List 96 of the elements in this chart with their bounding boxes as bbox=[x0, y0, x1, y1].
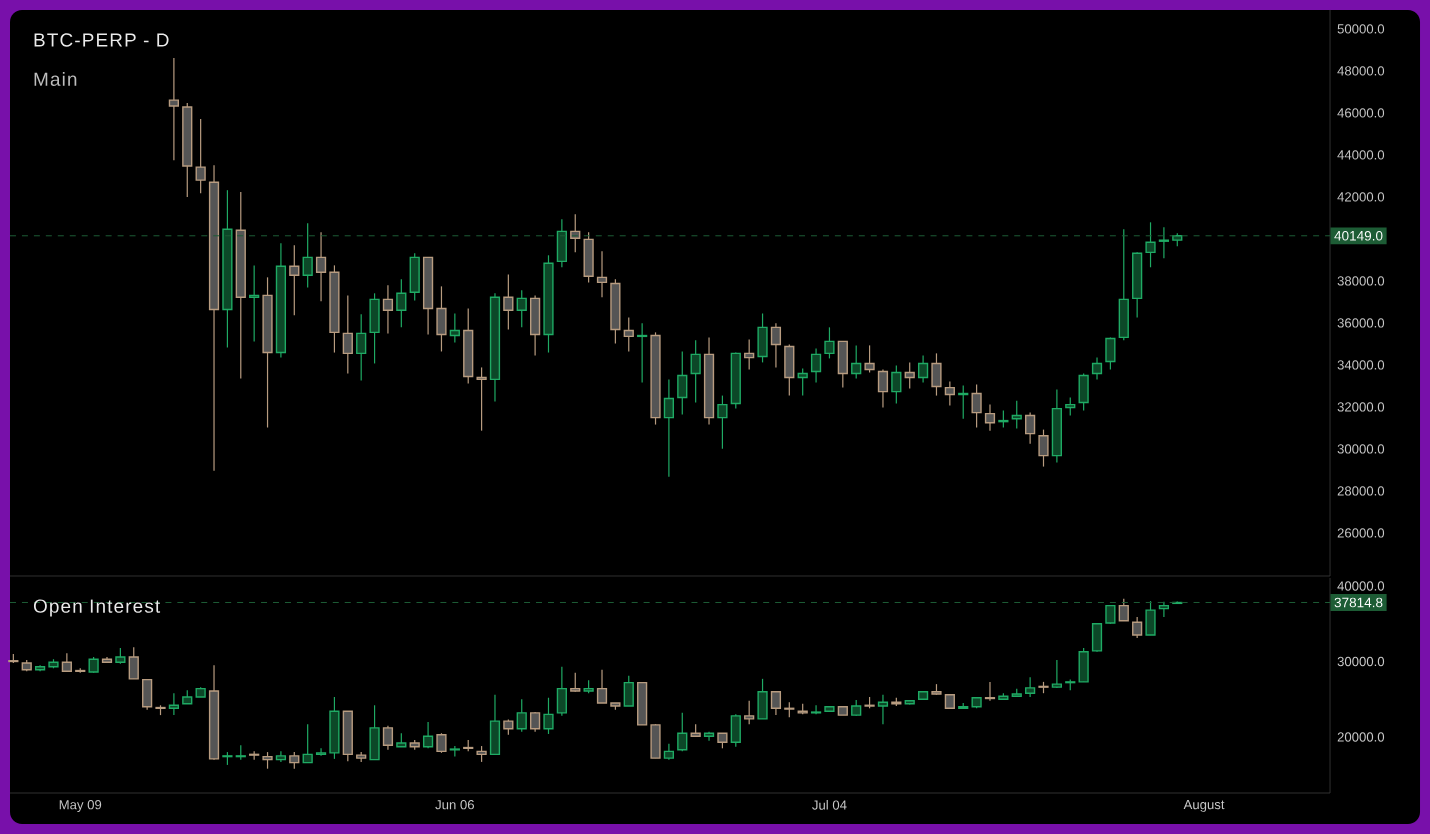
candlestick bbox=[971, 383, 982, 429]
candlestick bbox=[677, 350, 688, 416]
candlestick bbox=[1158, 601, 1170, 618]
y-tick-label: 36000.0 bbox=[1337, 318, 1385, 328]
y-tick-label: 38000.0 bbox=[1337, 276, 1385, 286]
candlestick bbox=[596, 669, 608, 704]
candlestick bbox=[877, 694, 889, 725]
candlestick bbox=[810, 704, 822, 715]
candlestick bbox=[864, 344, 875, 374]
y-tick-label: 32000.0 bbox=[1337, 402, 1385, 412]
y-tick-label: 40000.0 bbox=[1337, 581, 1385, 591]
candlestick bbox=[810, 347, 822, 384]
candlestick bbox=[356, 313, 367, 382]
candlestick bbox=[1118, 598, 1129, 622]
x-tick-label: August bbox=[1183, 800, 1225, 812]
candlestick bbox=[1105, 336, 1116, 371]
candlestick bbox=[891, 364, 902, 405]
candlestick bbox=[797, 367, 808, 397]
candlestick bbox=[382, 725, 394, 751]
candlestick bbox=[436, 732, 447, 754]
candlestick bbox=[315, 747, 327, 757]
candlestick bbox=[570, 672, 581, 693]
candlestick bbox=[596, 250, 608, 298]
candlestick bbox=[1158, 226, 1170, 259]
candlestick bbox=[195, 118, 206, 194]
y-tick-label: 26000.0 bbox=[1337, 528, 1385, 538]
candlestick bbox=[717, 394, 728, 450]
candlestick bbox=[1132, 616, 1143, 639]
candlestick bbox=[302, 723, 313, 764]
candlestick bbox=[984, 404, 996, 432]
candlestick bbox=[302, 222, 313, 289]
candlestick bbox=[1105, 604, 1116, 625]
candlestick bbox=[637, 322, 648, 384]
candlestick bbox=[703, 731, 715, 742]
candlestick bbox=[516, 289, 527, 328]
y-tick-label: 48000.0 bbox=[1337, 66, 1385, 76]
candlestick bbox=[877, 368, 889, 409]
candlestick bbox=[128, 646, 139, 680]
candlestick bbox=[530, 711, 541, 733]
candlestick bbox=[422, 721, 434, 749]
y-tick-label: 42000.0 bbox=[1337, 192, 1385, 202]
candlestick bbox=[315, 231, 327, 302]
x-tick-label: Jul 04 bbox=[812, 800, 847, 810]
candlestick bbox=[516, 698, 527, 733]
candlestick bbox=[663, 378, 675, 478]
candlestick bbox=[570, 213, 581, 253]
candlestick bbox=[396, 278, 407, 328]
candlestick bbox=[1145, 221, 1156, 268]
y-tick-label: 30000.0 bbox=[1337, 656, 1385, 667]
ref-line-label: 40149.0 bbox=[1334, 230, 1383, 241]
candlestick bbox=[1038, 429, 1049, 468]
candlestick bbox=[744, 700, 755, 725]
candlestick bbox=[503, 273, 514, 331]
candlestick bbox=[944, 380, 955, 407]
candlestick bbox=[904, 361, 915, 390]
candlestick bbox=[1025, 676, 1036, 698]
candlestick bbox=[984, 681, 996, 702]
x-tick-label: May 09 bbox=[59, 800, 102, 812]
ref-line-label: 37814.8 bbox=[1334, 597, 1383, 608]
candlestick bbox=[1065, 396, 1076, 417]
y-tick-label: 28000.0 bbox=[1337, 486, 1385, 496]
candlestick bbox=[917, 354, 929, 384]
candlestick bbox=[249, 264, 260, 343]
candlestick bbox=[168, 692, 179, 716]
candlestick bbox=[1091, 356, 1103, 381]
candlestick bbox=[770, 322, 782, 369]
candlestick bbox=[824, 326, 835, 360]
candlestick bbox=[382, 284, 394, 335]
y-tick-label: 30000.0 bbox=[1337, 444, 1385, 454]
candlestick bbox=[623, 316, 634, 353]
candlestick bbox=[476, 366, 487, 432]
candlestick bbox=[61, 652, 72, 672]
candlestick bbox=[449, 312, 460, 344]
candlestick bbox=[342, 294, 353, 375]
candlestick bbox=[623, 675, 634, 707]
text: Main bbox=[34, 72, 77, 86]
candlestick bbox=[1051, 659, 1062, 689]
y-tick-label: 46000.0 bbox=[1337, 108, 1385, 118]
candlestick bbox=[289, 244, 300, 316]
candlestick bbox=[744, 338, 755, 371]
y-tick-label: 50000.0 bbox=[1337, 24, 1385, 34]
candlestick bbox=[168, 57, 179, 161]
candlestick bbox=[931, 352, 942, 397]
candlestick bbox=[677, 712, 688, 752]
candlestick bbox=[275, 750, 287, 763]
candlestick bbox=[851, 344, 862, 380]
x-tick-label: Jun 06 bbox=[435, 800, 474, 810]
candlestick bbox=[690, 339, 701, 404]
text: BTC-PERP - D bbox=[34, 33, 169, 47]
y-tick-label: 44000.0 bbox=[1337, 150, 1385, 160]
y-tick-label: 34000.0 bbox=[1337, 360, 1385, 370]
y-tick-label: 20000.0 bbox=[1337, 732, 1385, 742]
candlestick bbox=[770, 690, 782, 716]
candlestick bbox=[543, 697, 554, 735]
candlestick bbox=[1025, 412, 1036, 445]
text: Open Interest bbox=[33, 599, 161, 617]
